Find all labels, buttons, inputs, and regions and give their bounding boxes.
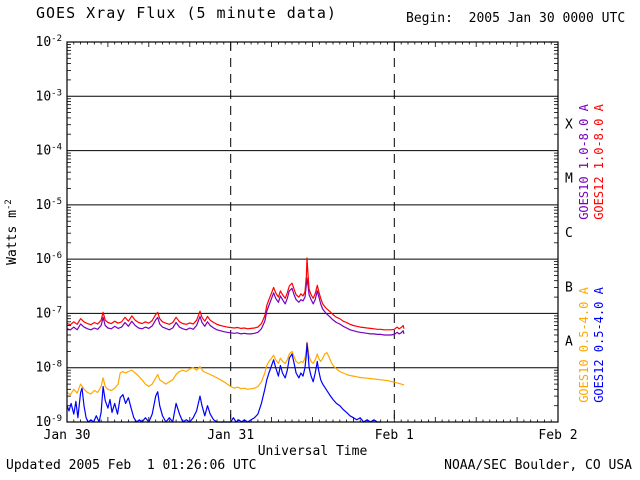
plot-frame xyxy=(66,41,559,423)
x-tick-label: Feb 2 xyxy=(538,428,577,443)
flare-class-label-x: X xyxy=(565,117,573,132)
x-tick-label: Feb 1 xyxy=(375,428,414,443)
legend-label-goes10-1-0-8-0-a: GOES10 1.0-8.0 A xyxy=(577,103,591,219)
series-line-goes10-1-0-8-0-a xyxy=(66,277,405,336)
series-line-goes10-0-5-4-0-a xyxy=(66,341,405,396)
series-line-goes12-1-0-8-0-a xyxy=(66,257,405,331)
y-tick-label: 10-2 xyxy=(36,34,63,50)
y-tick-label: 10-6 xyxy=(36,251,63,267)
y-tick-label: 10-9 xyxy=(36,414,63,430)
y-tick-label: 10-4 xyxy=(36,143,63,159)
legend-label-goes12-1-0-8-0-a: GOES12 1.0-8.0 A xyxy=(592,103,606,219)
y-tick-label: 10-7 xyxy=(36,305,63,321)
flare-class-label-c: C xyxy=(565,226,573,241)
y-tick-label: 10-5 xyxy=(36,197,63,213)
y-tick-label: 10-8 xyxy=(36,360,63,376)
legend-label-goes10-0-5-4-0-a: GOES10 0.5-4.0 A xyxy=(577,286,591,402)
legend-label-goes12-0-5-4-0-a: GOES12 0.5-4.0 A xyxy=(592,286,606,402)
begin-timestamp: Begin: 2005 Jan 30 0000 UTC xyxy=(406,11,626,26)
flare-class-label-b: B xyxy=(565,280,573,295)
x-tick-label: Jan 31 xyxy=(207,428,254,443)
x-tick-label: Jan 30 xyxy=(44,428,91,443)
series-line-goes12-0-5-4-0-a xyxy=(66,342,381,423)
y-axis-title: Watts m-2 xyxy=(4,199,20,265)
credit-text: NOAA/SEC Boulder, CO USA xyxy=(444,458,632,473)
updated-timestamp: Updated 2005 Feb 1 01:26:06 UTC xyxy=(6,458,257,473)
flare-class-label-a: A xyxy=(565,335,573,350)
x-axis-title: Universal Time xyxy=(258,444,368,459)
y-tick-label: 10-3 xyxy=(36,88,63,104)
flare-class-label-m: M xyxy=(565,172,573,187)
chart-title: GOES Xray Flux (5 minute data) xyxy=(36,4,337,22)
